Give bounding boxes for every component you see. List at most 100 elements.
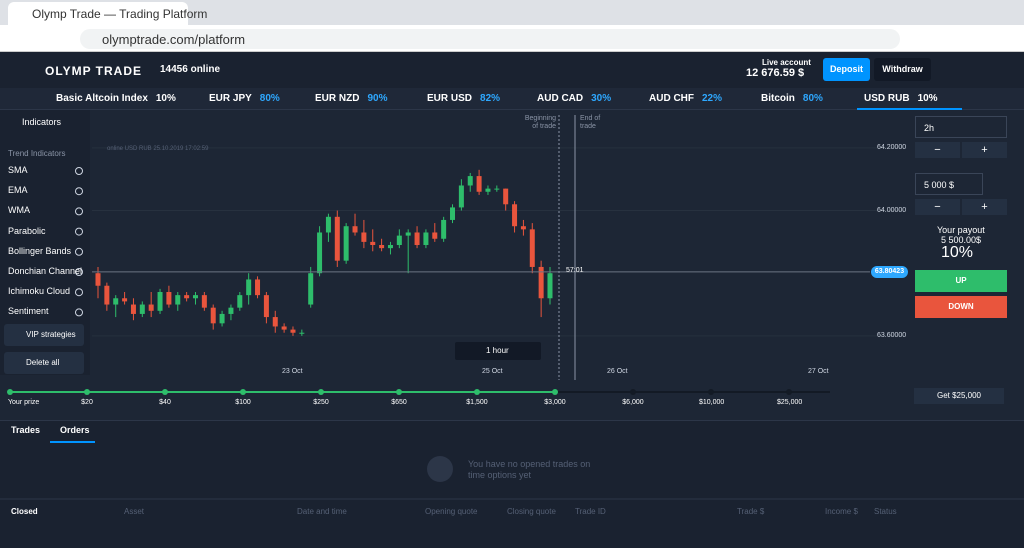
asset-name[interactable]: USD RUB	[864, 93, 910, 104]
candle-body	[361, 232, 367, 242]
candle-body	[95, 273, 101, 286]
minus-button[interactable]: −	[915, 199, 960, 215]
column-header: Date and time	[297, 507, 347, 516]
timeframe[interactable]: 1 hour	[486, 346, 509, 355]
candle-body	[352, 226, 358, 233]
candle-body	[441, 219, 447, 239]
candle-body	[494, 188, 500, 190]
candle-body	[450, 207, 456, 220]
indicator-add	[75, 288, 83, 297]
ladder-dot	[786, 389, 792, 395]
indicator-item[interactable]: EMA	[8, 185, 28, 196]
url-box[interactable]	[80, 29, 900, 49]
prize: $1,500	[466, 399, 488, 406]
y-tick-label: 63.60000	[877, 331, 907, 339]
x-label: 26 Oct	[607, 368, 628, 375]
tab-trades[interactable]: Trades	[11, 425, 41, 435]
candle-body	[210, 307, 216, 324]
ladder-dot	[630, 389, 636, 395]
online-count: 14456 online	[160, 64, 221, 75]
indicator-item[interactable]: WMA	[8, 205, 30, 216]
ladder-dot	[474, 389, 480, 395]
indicators-title[interactable]: Indicators	[22, 117, 62, 127]
asset-name[interactable]: EUR USD	[427, 93, 473, 104]
asset-name[interactable]: Basic Altcoin Index	[56, 93, 148, 104]
plus-button[interactable]: +	[962, 199, 1007, 215]
prize: $25,000	[777, 399, 803, 406]
x-label: 25 Oct	[482, 368, 503, 375]
asset-payout: 80%	[259, 93, 280, 104]
indicator-add	[75, 227, 83, 236]
indicator-item[interactable]: Bollinger Bands	[8, 245, 72, 256]
candle-body	[113, 298, 119, 305]
delete-button[interactable]: Delete all	[4, 352, 84, 374]
plus-button[interactable]: +	[962, 142, 1007, 158]
candle-body	[458, 185, 464, 208]
candle-body	[201, 295, 207, 308]
asset-name[interactable]: AUD CHF	[649, 93, 694, 104]
indicator-item[interactable]: Donchian Channel	[8, 266, 83, 276]
asset-name[interactable]: AUD CAD	[537, 93, 584, 104]
candle-body	[520, 226, 526, 230]
indicator-item[interactable]: Parabolic	[8, 225, 46, 236]
end-label: End of trade	[580, 115, 601, 130]
candle-body	[219, 313, 225, 324]
amount[interactable]: 5 000 $	[915, 173, 983, 195]
ladder-dot	[240, 389, 246, 395]
x-label: 23 Oct	[282, 368, 303, 375]
goal-button[interactable]: Get $25,000	[914, 388, 1004, 404]
indicator-item[interactable]: Ichimoku Cloud	[8, 286, 71, 297]
duration[interactable]: 2h	[915, 116, 1007, 138]
indicator-item[interactable]: Sentiment	[8, 306, 49, 317]
asset-name[interactable]: Bitcoin	[761, 93, 795, 104]
indicator-add	[75, 207, 83, 216]
y-tick-label: 64.00000	[877, 206, 907, 214]
candle-body	[148, 304, 154, 311]
down-button[interactable]: DOWN	[915, 296, 1007, 318]
trade-panel	[908, 110, 1024, 420]
candle-body	[281, 326, 287, 330]
tab[interactable]	[8, 2, 188, 25]
logo[interactable]: OLYMP TRADE	[45, 64, 143, 78]
candle-body	[467, 176, 473, 186]
column-header: Asset	[124, 507, 145, 516]
url[interactable]: olymptrade.com/platform	[102, 32, 246, 47]
withdraw-button[interactable]: Withdraw	[874, 58, 931, 81]
minus-button[interactable]: −	[915, 142, 960, 158]
ladder-dot	[708, 389, 714, 395]
candle-body	[175, 295, 181, 305]
tab-orders[interactable]: Orders	[60, 425, 90, 435]
payout-percent: 10%	[941, 244, 974, 261]
asset-name[interactable]: EUR JPY	[209, 93, 252, 104]
ladder-dot	[162, 389, 168, 395]
asset-bar	[0, 88, 1024, 110]
candle-body	[396, 235, 402, 246]
column-header: Trade ID	[575, 507, 606, 516]
up-button[interactable]: UP	[915, 270, 1007, 292]
column-header: Trade $	[737, 507, 765, 516]
ladder-dot	[318, 389, 324, 395]
deposit-button[interactable]: Deposit	[823, 58, 870, 81]
column-header[interactable]: Closed	[11, 507, 38, 516]
prize: $20	[81, 399, 93, 406]
candle-body	[139, 304, 145, 314]
active-asset	[857, 108, 962, 110]
indicator-item[interactable]: SMA	[8, 165, 28, 175]
asset-name[interactable]: EUR NZD	[315, 93, 360, 104]
candle-body	[237, 295, 243, 308]
candle-body	[255, 279, 261, 296]
prize: $40	[159, 399, 171, 406]
payout-label: Your payout	[937, 225, 985, 235]
tab-title[interactable]: Olymp Trade — Trading Platform	[32, 7, 208, 21]
candle-body	[379, 245, 385, 249]
candle-body	[272, 317, 278, 327]
indicator-add	[75, 167, 83, 175]
asset-payout: 22%	[702, 93, 723, 104]
y-tick-label: 64.20000	[877, 143, 907, 151]
prize: $3,000	[544, 399, 566, 406]
column-header: Status	[874, 507, 897, 516]
vip-button[interactable]: VIP strategies	[4, 324, 84, 346]
candle-body	[325, 216, 331, 233]
